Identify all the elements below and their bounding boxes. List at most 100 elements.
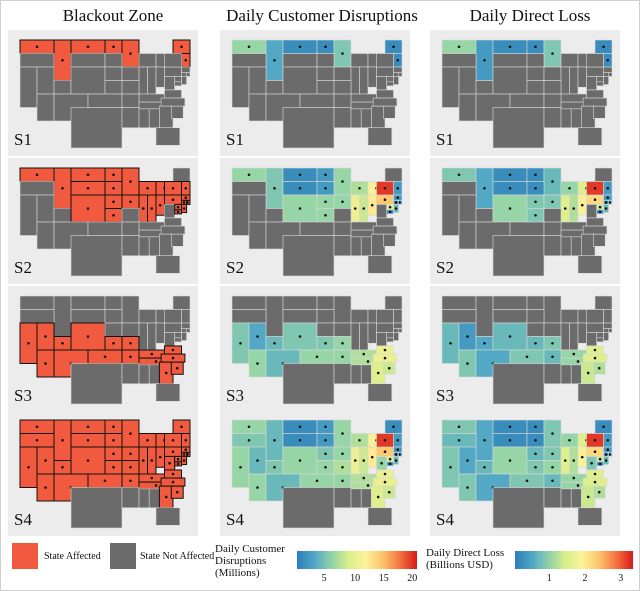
state-centroid-dot <box>508 438 512 442</box>
state-centroid-dot <box>112 173 115 177</box>
state-md <box>386 76 394 83</box>
state-wv <box>164 332 175 347</box>
state-wi <box>138 309 157 324</box>
state-centroid-dot <box>396 448 400 451</box>
state-la <box>121 107 140 129</box>
state-ut <box>265 208 284 223</box>
state-nj <box>603 332 609 341</box>
state-centroid-dot <box>551 52 554 55</box>
state-id <box>53 295 72 337</box>
state-ar <box>333 221 352 236</box>
state-centroid-dot <box>380 461 383 465</box>
state-centroid-dot <box>141 207 145 210</box>
state-centroid-dot <box>580 203 584 207</box>
map-panel-loss-s4: S4 <box>430 410 620 536</box>
customers-colorbar-title: Daily Customer Disruptions (Millions) <box>215 543 285 579</box>
state-centroid-dot <box>590 461 593 465</box>
state-la <box>121 235 140 257</box>
state-tx <box>282 107 335 149</box>
state-centroid-dot <box>388 462 392 466</box>
state-nv <box>248 194 267 223</box>
scenario-label: S4 <box>436 510 454 529</box>
state-ia <box>121 66 140 81</box>
state-centroid-dot <box>602 45 605 49</box>
state-fl <box>577 507 603 526</box>
state-centroid-dot <box>86 45 90 49</box>
state-centroid-dot <box>341 355 344 359</box>
state-al <box>360 488 372 509</box>
state-tx <box>492 487 545 529</box>
state-centroid-dot <box>129 355 132 359</box>
state-va <box>586 89 604 99</box>
state-wa <box>19 295 55 310</box>
colorbar-tick-label: 1 <box>546 573 552 584</box>
state-ca <box>231 194 250 236</box>
state-md <box>174 332 182 339</box>
state-oh <box>155 66 165 88</box>
state-centroid-dot <box>171 186 175 190</box>
state-centroid-dot <box>298 335 302 338</box>
state-ne <box>526 66 545 81</box>
state-or <box>19 309 55 324</box>
state-centroid-dot <box>383 356 387 360</box>
state-centroid-dot <box>534 341 537 345</box>
state-ne <box>104 322 123 337</box>
state-mo <box>121 80 140 95</box>
state-centroid-dot <box>580 455 584 459</box>
state-centroid-dot <box>572 476 576 480</box>
state-centroid-dot <box>568 186 571 190</box>
state-ms <box>138 488 150 509</box>
state-ky <box>138 93 165 103</box>
state-wy <box>492 309 528 324</box>
state-il <box>560 66 570 95</box>
state-centroid-dot <box>298 186 302 190</box>
state-mn <box>121 295 140 324</box>
state-la <box>543 487 562 509</box>
state-centroid-dot <box>598 210 602 214</box>
state-de <box>596 81 604 87</box>
state-la <box>543 235 562 257</box>
state-va <box>376 89 394 99</box>
state-centroid-dot <box>457 438 461 442</box>
state-centroid-dot <box>362 207 366 210</box>
state-centroid-dot <box>370 203 374 207</box>
state-ca <box>19 194 38 236</box>
state-ct <box>393 72 399 77</box>
state-nj <box>603 76 609 85</box>
state-centroid-dot <box>483 438 486 442</box>
us-map <box>441 295 613 405</box>
state-centroid-dot <box>112 200 115 204</box>
state-centroid-dot <box>457 45 461 49</box>
state-centroid-dot <box>129 52 132 55</box>
state-centroid-dot <box>273 341 276 345</box>
state-wv <box>586 204 597 219</box>
state-mo <box>543 208 562 223</box>
state-de <box>386 337 394 343</box>
state-nj <box>393 76 399 85</box>
customers-colorbar <box>297 551 417 569</box>
state-centroid-dot <box>154 360 158 363</box>
state-pa <box>164 322 182 333</box>
state-centroid-dot <box>370 455 374 459</box>
state-al <box>570 364 582 385</box>
state-ok <box>509 93 545 108</box>
state-centroid-dot <box>383 472 387 476</box>
state-centroid-dot <box>247 45 251 49</box>
state-nh <box>393 309 403 324</box>
state-centroid-dot <box>112 341 115 345</box>
state-centroid-dot <box>387 490 391 494</box>
state-centroid-dot <box>362 459 366 462</box>
state-mo <box>121 208 140 223</box>
state-centroid-dot <box>534 200 537 204</box>
state-centroid-dot <box>256 335 259 338</box>
state-centroid-dot <box>324 341 327 345</box>
state-centroid-dot <box>396 196 400 199</box>
state-wv <box>586 332 597 347</box>
state-sd <box>526 309 545 324</box>
state-centroid-dot <box>176 462 180 466</box>
state-md <box>596 332 604 339</box>
state-centroid-dot <box>563 207 567 210</box>
state-centroid-dot <box>606 186 610 190</box>
colorbar-tick-label: 5 <box>321 573 327 584</box>
state-la <box>333 363 352 385</box>
